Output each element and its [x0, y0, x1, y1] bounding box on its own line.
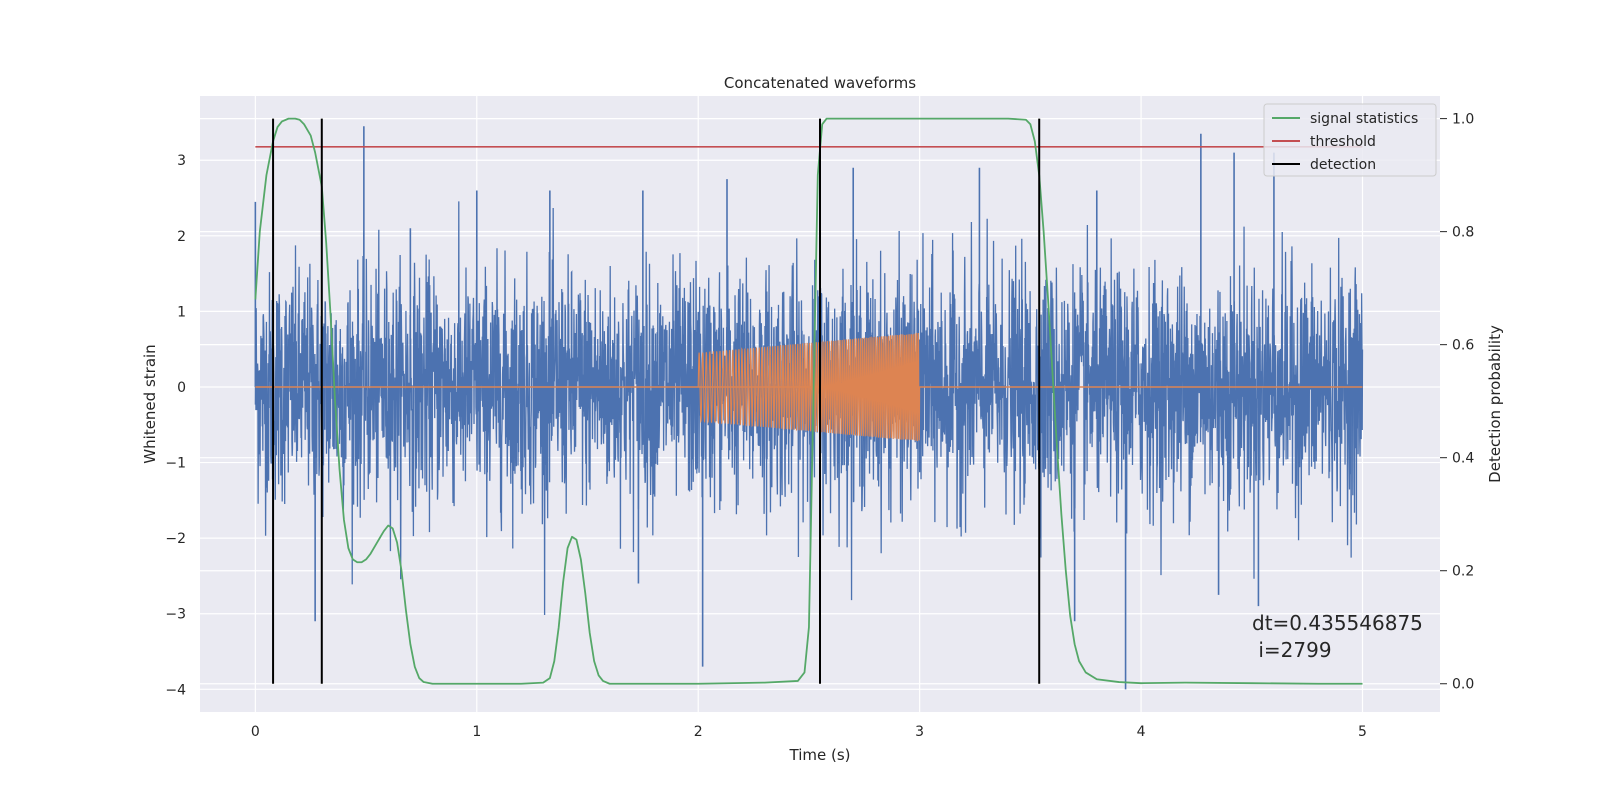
y-tick-label: 0: [177, 380, 186, 396]
y2-tick-label: 0.4: [1452, 451, 1474, 467]
y-tick-label: 3: [177, 153, 186, 169]
y2-tick-label: 0.6: [1452, 338, 1474, 354]
strain-line: [254, 201, 1364, 615]
x-tick-label: 1: [472, 724, 481, 740]
y-tick-label: −2: [165, 531, 186, 547]
x-axis-title: Time (s): [789, 746, 851, 764]
y-tick-label: 2: [177, 229, 186, 245]
x-tick-label: 0: [251, 724, 260, 740]
y2-tick-label: 0.8: [1452, 225, 1474, 241]
axes: 0 1 2 3 4 5 3 2 1 0 −1 −2 −3 −4 1.0 0.8 0.6 0.4 0.2 0.0: [165, 112, 1474, 740]
y2-tick-label: 0.2: [1452, 564, 1474, 580]
y-axis-title: Whitened strain: [141, 344, 159, 463]
chart-title: Concatenated waveforms: [724, 74, 916, 92]
x-tick-label: 5: [1358, 724, 1367, 740]
y-tick-label: −1: [165, 456, 186, 472]
y-tick-label: −4: [165, 682, 186, 698]
y2-tick-label: 1.0: [1452, 112, 1474, 128]
series-layer: [254, 117, 1364, 690]
legend-box: [1263, 103, 1437, 177]
y2-axis-title: Detection probability: [1486, 325, 1504, 483]
y-tick-label: −3: [165, 607, 186, 623]
x-tick-label: 3: [915, 724, 924, 740]
annotation-dt: dt=0.435546875: [1252, 611, 1423, 635]
legend-label: signal statistics: [1310, 111, 1418, 127]
x-tick-label: 2: [694, 724, 703, 740]
annotation-i: i=2799: [1252, 638, 1332, 662]
x-tick-label: 4: [1137, 724, 1146, 740]
signal-statistics-line: [254, 117, 1363, 685]
legend-label: detection: [1310, 157, 1376, 173]
legend: signal statistics threshold detection: [1263, 103, 1437, 177]
y-tick-label: 1: [177, 304, 186, 320]
legend-label: threshold: [1310, 134, 1376, 150]
y2-tick-label: 0.0: [1452, 677, 1474, 693]
